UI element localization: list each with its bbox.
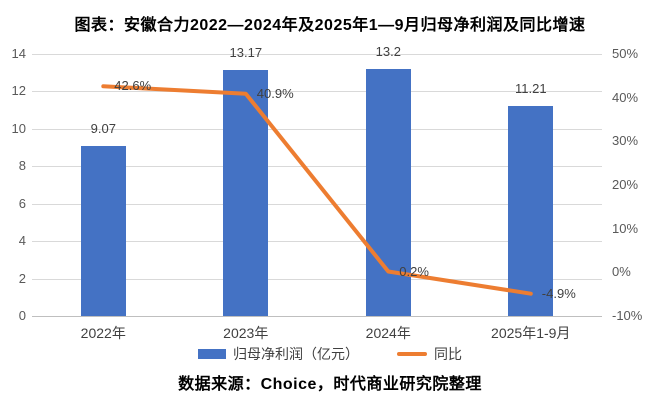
x-axis-line (32, 316, 602, 317)
bar-value-label: 13.17 (229, 44, 263, 60)
yoy-line (101, 84, 533, 296)
line-value-label: 40.9% (256, 85, 294, 101)
y-axis-tick-left: 4 (18, 233, 26, 249)
y-axis-tick-right: 30% (612, 133, 639, 149)
bar-value-label: 9.07 (90, 121, 116, 137)
chart-title: 图表：安徽合力2022—2024年及2025年1—9月归母净利润及同比增速 (74, 17, 586, 34)
gridline (32, 166, 602, 168)
y-axis-tick-left: 6 (18, 195, 26, 211)
y-axis-tick-right: 10% (612, 220, 639, 236)
gridline (32, 278, 602, 280)
gridline (32, 241, 602, 243)
bar-2025年1-9月 (508, 106, 554, 316)
gridline (32, 54, 602, 55)
legend: 归母净利润（亿元） 同比 (0, 344, 660, 364)
y-axis-tick-left: 8 (18, 158, 26, 174)
legend-label-yoy: 同比 (434, 346, 462, 362)
line-value-label: 0.2% (399, 263, 429, 279)
gridline (32, 128, 602, 130)
gridline (32, 91, 602, 93)
y-axis-tick-left: 12 (11, 83, 26, 99)
x-axis-label: 2024年 (365, 325, 411, 341)
bar-series-swatch-icon (198, 349, 226, 359)
x-axis-label: 2023年 (223, 325, 269, 341)
y-axis-tick-right: 40% (612, 89, 639, 105)
y-axis-tick-right: 50% (612, 46, 639, 61)
source-note: 数据来源：Choice，时代商业研究院整理 (178, 376, 482, 393)
line-value-label: 42.6% (114, 78, 152, 94)
line-series-swatch-icon (397, 352, 427, 356)
bar-value-label: 11.21 (515, 81, 547, 97)
y-axis-tick-left: 10 (11, 120, 26, 136)
bar-value-label: 13.2 (375, 44, 401, 59)
bar-2022年 (80, 146, 126, 316)
line-value-label: -4.9% (541, 285, 576, 301)
y-axis-tick-right: 20% (612, 177, 639, 192)
gridline (32, 203, 602, 205)
y-axis-tick-right: 0% (612, 264, 631, 280)
y-axis-tick-left: 2 (18, 270, 26, 286)
x-axis-label: 2022年 (80, 325, 126, 341)
y-axis-tick-right: -10% (612, 308, 643, 323)
legend-item-net-profit: 归母净利润（亿元） (198, 344, 359, 364)
y-axis-tick-left: 0 (18, 308, 26, 323)
legend-item-yoy: 同比 (397, 344, 462, 364)
x-axis-label: 2025年1-9月 (491, 325, 571, 341)
legend-label-net-profit: 归母净利润（亿元） (233, 346, 359, 362)
y-axis-tick-left: 14 (11, 46, 26, 61)
